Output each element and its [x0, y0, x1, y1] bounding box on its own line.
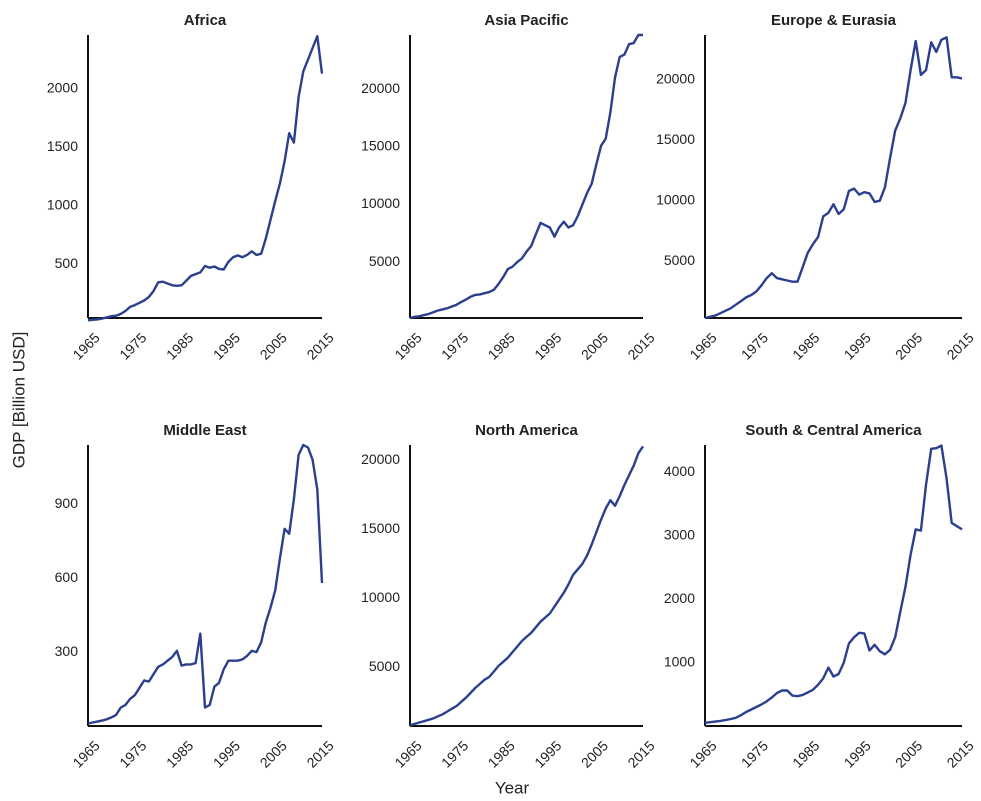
x-tick-label: 2015 — [624, 737, 657, 770]
panel-title: Europe & Eurasia — [771, 12, 897, 29]
x-tick-label: 1965 — [391, 329, 424, 362]
x-axis-label: Year — [495, 778, 530, 797]
y-tick-label: 1500 — [47, 138, 78, 154]
data-line — [87, 443, 324, 725]
x-tick-label: 2015 — [943, 737, 976, 770]
y-tick-label: 600 — [55, 569, 79, 585]
y-tick-label: 5000 — [664, 252, 695, 268]
y-tick-label: 15000 — [361, 520, 400, 536]
panel-title: Africa — [184, 12, 227, 29]
y-tick-label: 10000 — [656, 191, 695, 207]
x-tick-label: 1975 — [438, 329, 471, 362]
x-tick-label: 1985 — [789, 329, 822, 362]
y-tick-label: 10000 — [361, 195, 400, 211]
panel-title: North America — [475, 422, 578, 439]
y-tick-label: 1000 — [47, 196, 78, 212]
x-tick-label: 1965 — [686, 329, 719, 362]
y-tick-label: 20000 — [656, 70, 695, 86]
x-tick-label: 2005 — [578, 737, 611, 770]
y-tick-label: 900 — [55, 495, 79, 511]
y-tick-label: 1000 — [664, 653, 695, 669]
y-tick-label: 20000 — [361, 80, 400, 96]
panel-title: South & Central America — [745, 422, 922, 439]
x-tick-label: 1965 — [391, 737, 424, 770]
x-tick-label: 1985 — [789, 737, 822, 770]
y-tick-label: 15000 — [656, 131, 695, 147]
y-tick-label: 15000 — [361, 138, 400, 154]
x-tick-label: 1965 — [69, 329, 102, 362]
y-tick-label: 2000 — [47, 79, 78, 95]
x-tick-label: 1965 — [69, 737, 102, 770]
x-tick-label: 1975 — [738, 737, 771, 770]
x-tick-label: 1995 — [531, 737, 564, 770]
y-tick-label: 3000 — [664, 526, 695, 542]
y-axis-label: GDP [Billion USD] — [9, 332, 28, 469]
data-line — [409, 445, 644, 727]
x-tick-label: 2005 — [892, 329, 925, 362]
y-tick-label: 500 — [55, 255, 79, 271]
x-tick-label: 1995 — [841, 329, 874, 362]
x-tick-label: 2015 — [943, 329, 976, 362]
x-tick-label: 2015 — [624, 329, 657, 362]
x-tick-label: 1995 — [841, 737, 874, 770]
x-tick-label: 2005 — [578, 329, 611, 362]
x-tick-label: 2015 — [303, 329, 336, 362]
x-tick-label: 2005 — [257, 329, 290, 362]
data-line — [704, 444, 963, 724]
x-tick-label: 1985 — [163, 737, 196, 770]
panel-title: Middle East — [163, 422, 246, 439]
y-tick-label: 2000 — [664, 590, 695, 606]
y-tick-label: 5000 — [369, 253, 400, 269]
data-line — [704, 36, 963, 320]
panel-title: Asia Pacific — [484, 12, 568, 29]
x-tick-label: 1975 — [438, 737, 471, 770]
x-tick-label: 1995 — [210, 329, 243, 362]
x-tick-label: 2015 — [303, 737, 336, 770]
x-tick-label: 1975 — [116, 737, 149, 770]
x-tick-label: 1985 — [485, 737, 518, 770]
x-tick-label: 1995 — [210, 737, 243, 770]
x-tick-label: 2005 — [892, 737, 925, 770]
data-line — [87, 35, 324, 322]
x-tick-label: 2005 — [257, 737, 290, 770]
x-tick-label: 1975 — [738, 329, 771, 362]
y-tick-label: 300 — [55, 643, 79, 659]
data-line — [409, 33, 643, 320]
x-tick-label: 1985 — [163, 329, 196, 362]
x-tick-label: 1975 — [116, 329, 149, 362]
y-tick-label: 4000 — [664, 463, 695, 479]
x-tick-label: 1965 — [686, 737, 719, 770]
y-tick-label: 10000 — [361, 589, 400, 605]
x-tick-label: 1995 — [531, 329, 564, 362]
x-tick-label: 1985 — [485, 329, 518, 362]
y-tick-label: 20000 — [361, 451, 400, 467]
y-tick-label: 5000 — [369, 658, 400, 674]
